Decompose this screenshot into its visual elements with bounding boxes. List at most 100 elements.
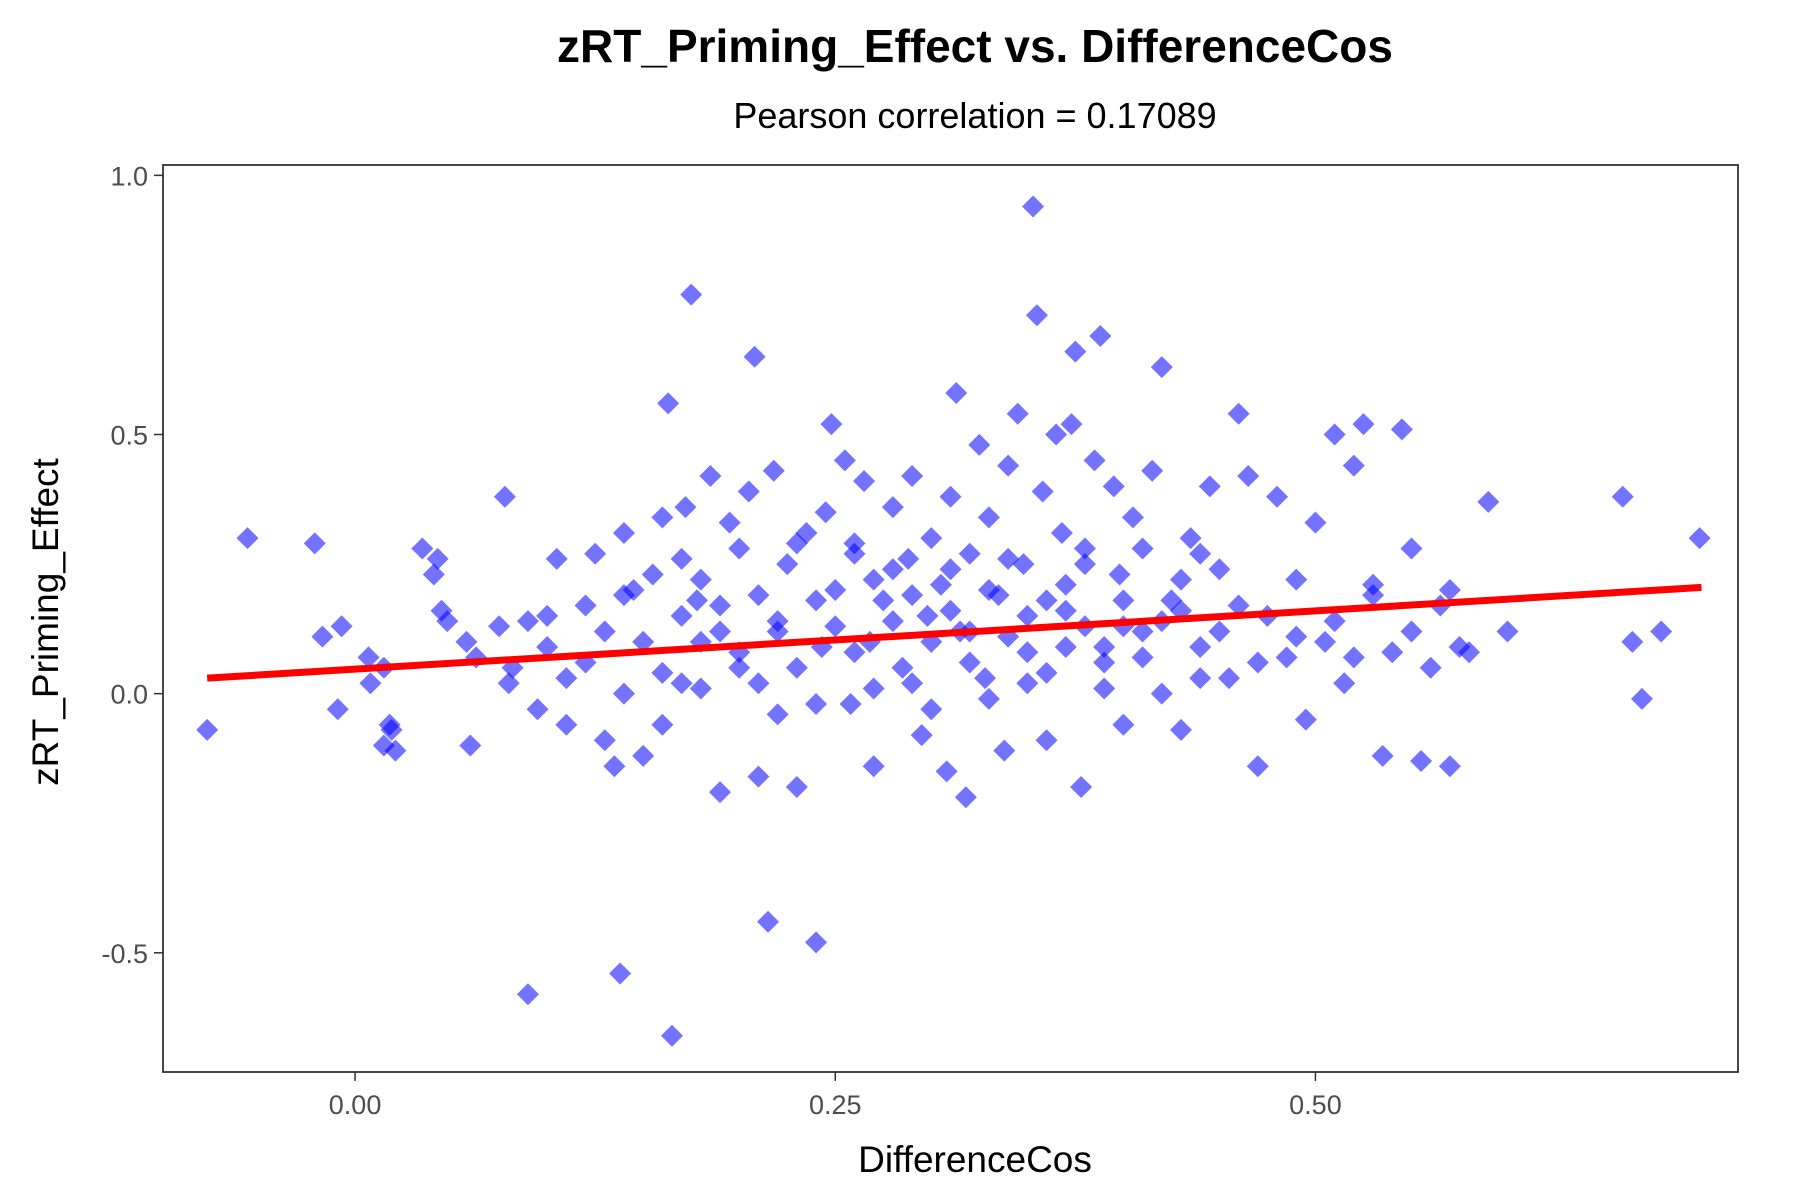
data-point (1611, 485, 1634, 508)
chart-title: zRT_Priming_Effect vs. DifferenceCos (557, 20, 1393, 72)
data-point (872, 589, 895, 612)
data-point (843, 542, 866, 565)
data-point (670, 604, 693, 627)
data-point (1093, 636, 1116, 659)
data-point (820, 413, 843, 436)
data-point (1150, 682, 1173, 705)
data-point (1108, 563, 1131, 586)
data-point (718, 511, 741, 534)
data-point (1285, 568, 1308, 591)
data-point (1169, 568, 1192, 591)
data-point (1025, 304, 1048, 327)
data-point (747, 672, 770, 695)
data-point (1410, 750, 1433, 773)
data-point (436, 610, 459, 633)
data-point (536, 636, 559, 659)
data-point (814, 501, 837, 524)
data-point (776, 553, 799, 576)
data-point (1688, 527, 1711, 550)
data-point (1285, 625, 1308, 648)
data-point (459, 734, 482, 757)
data-point (881, 610, 904, 633)
data-point (839, 693, 862, 716)
data-point (326, 698, 349, 721)
data-point (426, 547, 449, 570)
points-layer (196, 195, 1711, 1047)
data-point (1208, 558, 1231, 581)
data-point (1227, 402, 1250, 425)
data-point (1050, 521, 1073, 544)
data-point (1054, 636, 1077, 659)
data-point (236, 527, 259, 550)
data-point (384, 739, 407, 762)
data-point (1246, 755, 1269, 778)
data-point (1323, 423, 1346, 446)
data-point (1060, 413, 1083, 436)
data-point (1045, 423, 1068, 446)
data-point (785, 775, 808, 798)
data-point (939, 485, 962, 508)
data-point (380, 718, 403, 741)
data-point (641, 563, 664, 586)
data-point (785, 656, 808, 679)
data-point (303, 532, 326, 555)
data-point (862, 677, 885, 700)
data-point (1031, 480, 1054, 503)
data-point (1390, 418, 1413, 441)
data-point (1131, 537, 1154, 560)
data-point (1275, 646, 1298, 669)
data-point (1218, 667, 1241, 690)
data-point (891, 656, 914, 679)
data-point (1093, 651, 1116, 674)
data-point (954, 786, 977, 809)
data-point (709, 594, 732, 617)
data-point (1314, 630, 1337, 653)
data-point (680, 283, 703, 306)
data-point (1304, 511, 1327, 534)
data-point (357, 646, 380, 669)
data-point (1362, 573, 1385, 596)
data-point (670, 672, 693, 695)
data-point (330, 615, 353, 638)
data-point (997, 547, 1020, 570)
trend-layer (206, 583, 1702, 682)
data-point (651, 506, 674, 529)
data-point (593, 729, 616, 752)
data-point (958, 542, 981, 565)
data-point (1073, 537, 1096, 560)
data-point (1342, 646, 1365, 669)
data-point (766, 703, 789, 726)
y-tick-label: -0.5 (101, 939, 148, 969)
data-point (455, 630, 478, 653)
data-point (689, 568, 712, 591)
data-point (805, 693, 828, 716)
x-axis: 0.00 0.25 0.50 (329, 1072, 1342, 1120)
data-point (584, 542, 607, 565)
y-axis: -0.5 0.0 0.5 1.0 (101, 161, 163, 969)
data-point (1189, 636, 1212, 659)
data-point (853, 470, 876, 493)
data-point (651, 661, 674, 684)
data-point (916, 604, 939, 627)
data-point (545, 547, 568, 570)
trend-line (206, 583, 1702, 682)
data-point (555, 713, 578, 736)
data-point (593, 620, 616, 643)
data-point (1121, 506, 1144, 529)
y-tick-label: 1.0 (110, 161, 148, 191)
data-point (1621, 630, 1644, 653)
data-point (824, 615, 847, 638)
data-point (516, 983, 539, 1006)
data-point (1400, 537, 1423, 560)
data-point (862, 568, 885, 591)
data-point (997, 454, 1020, 477)
data-point (1208, 620, 1231, 643)
data-point (1496, 620, 1519, 643)
data-point (359, 672, 382, 695)
data-point (843, 641, 866, 664)
data-point (805, 931, 828, 954)
data-point (993, 739, 1016, 762)
data-point (497, 672, 520, 695)
data-point (920, 698, 943, 721)
